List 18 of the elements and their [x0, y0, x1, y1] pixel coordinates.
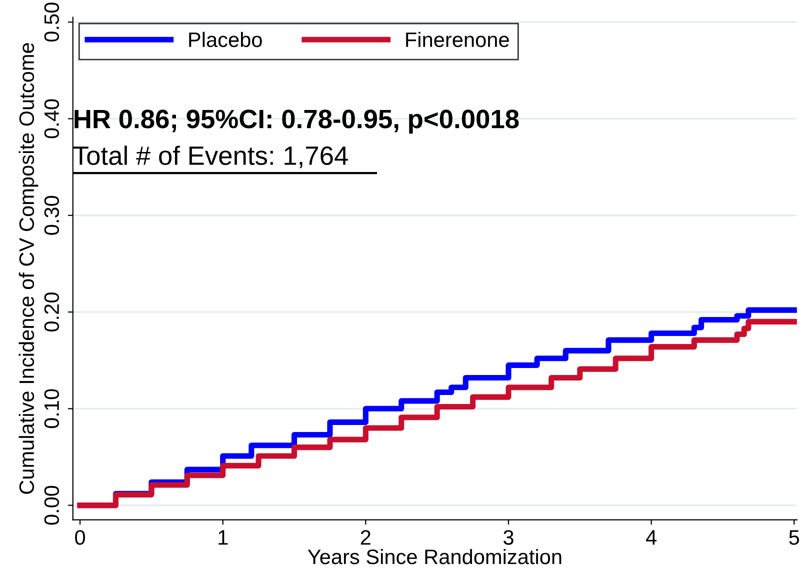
x-tick-label: 5 [789, 530, 800, 545]
y-tick-label: 0.10 [44, 389, 60, 428]
x-tick-label: 3 [504, 530, 514, 545]
y-tick-label: 0.20 [44, 292, 60, 332]
y-tick-label: 0.50 [44, 2, 60, 42]
x-tick-label: 1 [218, 530, 228, 545]
annotation: Total # of Events: 1,764 [73, 146, 348, 168]
y-tick-label: 0.00 [44, 486, 60, 525]
y-tick-label: 0.40 [44, 99, 60, 138]
legend-label: Placebo [189, 32, 262, 48]
y-tick-label: 0.30 [44, 196, 60, 235]
x-tick-label: 4 [646, 530, 656, 545]
y-axis-title: Cumulative Incidence of CV Composite Outcome [18, 43, 38, 494]
x-axis-title: Years Since Randomization [308, 548, 562, 564]
x-tick-label: 0 [75, 530, 86, 545]
annotation: HR 0.86; 95%CI: 0.78-0.95, p<0.0018 [74, 110, 519, 134]
legend-label: Finerenone [406, 32, 509, 48]
x-tick-label: 2 [360, 530, 370, 545]
